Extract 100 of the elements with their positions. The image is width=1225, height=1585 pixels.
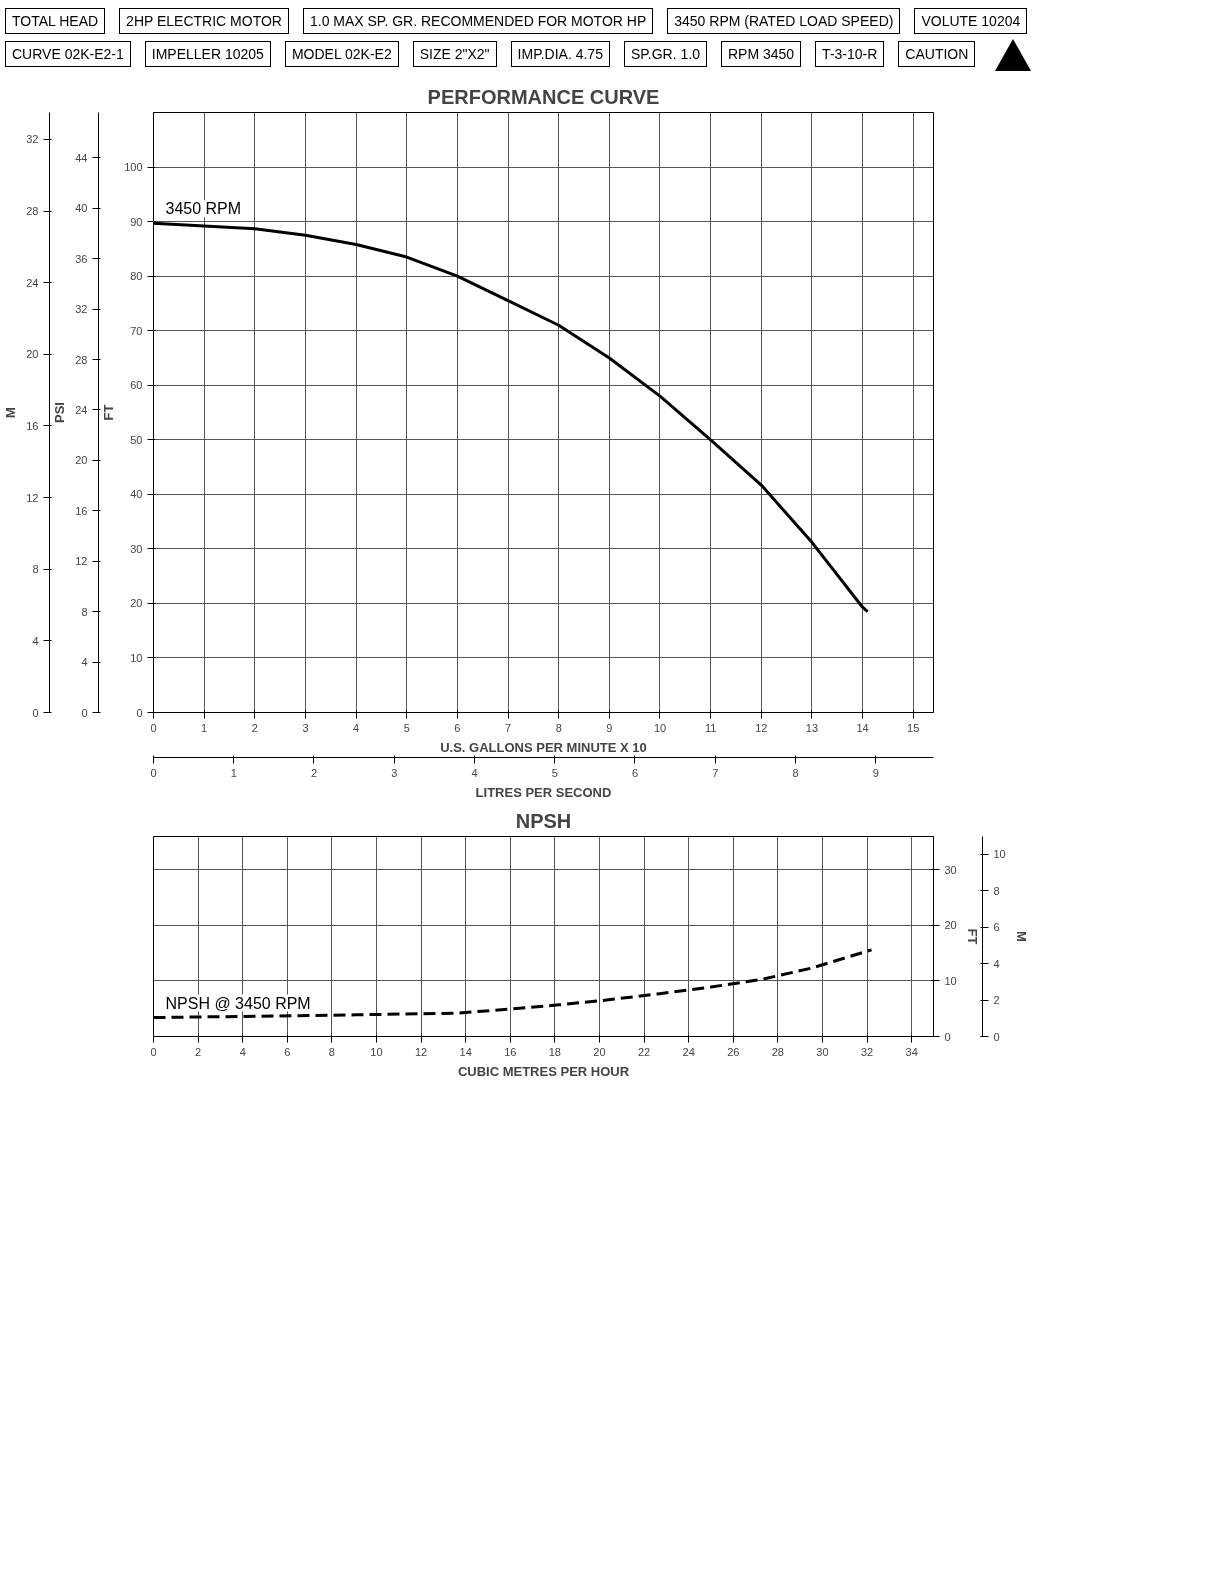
x-tick-label: 26 [727,1045,740,1058]
y2-axis-title: M [3,407,19,418]
y-tick-label: 80 [130,270,143,283]
y-axis-title: FT [101,404,117,421]
text: MODEL 02K-E2 [284,40,399,67]
series-label: NPSH @ 3450 RPM [165,994,311,1012]
y2-tick-label: 32 [26,133,39,146]
series-label: 3450 RPM [165,200,242,218]
x-tick-label: 8 [328,1045,335,1058]
y-tick-label: 0 [944,1030,951,1043]
y-tick-label: 90 [130,215,143,228]
x-tick-label: 14 [459,1045,472,1058]
x2-tick-label: 5 [551,766,558,779]
y2-tick-label: 12 [26,491,39,504]
text: IMP.DIA. 4.75 [510,40,610,67]
x-tick-label: 24 [682,1045,695,1058]
x-tick-label: 15 [907,721,920,734]
y3-tick-label: 24 [75,403,88,416]
y-tick-label: 50 [130,433,143,446]
x-tick-label: 22 [637,1045,651,1058]
y-tick-label: 20 [130,597,143,610]
x2-tick-label: 9 [872,766,879,779]
x-tick-label: 14 [856,721,869,734]
x-tick-label: 28 [771,1045,784,1058]
y2-axis-title: M [1013,931,1029,942]
x-tick-label: 4 [239,1045,246,1058]
y-tick-label: 30 [130,542,143,555]
text: 3450 RPM (RATED LOAD SPEED) [667,8,901,34]
y3-axis-title: PSI [52,402,68,423]
x-tick-label: 6 [284,1045,291,1058]
y-tick-label: 60 [130,379,143,392]
x-tick-label: 0 [150,721,157,734]
y3-tick-label: 4 [81,656,88,669]
text: CURVE 02K-E2-1 [5,40,131,67]
y2-tick-label: 8 [32,563,39,576]
y-axis-title: FT [964,928,980,945]
y3-tick-label: 8 [81,605,88,618]
y2-tick-label: 0 [32,706,39,719]
x-tick-label: 12 [755,721,768,734]
text: T-3-10-R [815,40,885,67]
y2-tick-label: 16 [26,419,39,432]
x-tick-label: 4 [353,721,360,734]
x-tick-label: 10 [653,721,667,734]
y2-tick-label: 28 [26,205,39,218]
x-tick-label: 0 [150,1045,157,1058]
y3-tick-label: 20 [75,454,88,467]
x-axis-title: CUBIC METRES PER HOUR [457,1063,630,1079]
text: 1.0 MAX SP. GR. RECOMMENDED FOR MOTOR HP [302,8,654,34]
x-tick-label: 30 [816,1045,829,1058]
x-tick-label: 5 [403,721,410,734]
x-tick-label: 10 [370,1045,383,1058]
y2-tick-label: 6 [993,921,1000,934]
y2-tick-label: 10 [993,848,1006,861]
y2-tick-label: 20 [26,348,39,361]
y2-tick-label: 8 [993,884,1000,897]
x-tick-label: 6 [454,721,461,734]
x2-tick-label: 7 [712,766,719,779]
text: VOLUTE 10204 [914,8,1028,34]
text: RPM 3450 [720,40,802,67]
y-tick-label: 40 [130,488,143,501]
x-tick-label: 2 [251,721,258,734]
chart-title: PERFORMANCE CURVE [427,85,660,108]
x2-axis-title: LITRES PER SECOND [475,784,612,800]
x-tick-label: 11 [704,721,717,734]
x2-tick-label: 1 [230,766,237,779]
x-tick-label: 16 [504,1045,517,1058]
x-axis-title: U.S. GALLONS PER MINUTE X 10 [440,739,647,755]
y-tick-label: 100 [124,161,143,174]
y3-tick-label: 28 [75,353,88,366]
y3-tick-label: 44 [75,151,88,164]
x2-tick-label: 8 [792,766,799,779]
text: CAUTION [898,40,976,67]
y3-tick-label: 40 [75,202,88,215]
x-tick-label: 20 [593,1045,606,1058]
x-tick-label: 18 [548,1045,561,1058]
y-tick-label: 30 [944,863,957,876]
text: SP.GR. 1.0 [623,40,707,67]
x-tick-label: 3 [302,721,309,734]
text: IMPELLER 10205 [144,40,271,67]
x-tick-label: 32 [860,1045,874,1058]
x-tick-label: 2 [195,1045,202,1058]
y2-tick-label: 4 [993,957,1000,970]
y-tick-label: 10 [944,974,957,987]
text: SIZE 2"X2" [412,40,497,67]
y-tick-label: 20 [944,919,957,932]
x-tick-label: 7 [504,721,512,734]
x-tick-label: 12 [414,1045,428,1058]
x-tick-label: 1 [201,721,208,734]
y2-tick-label: 24 [26,276,39,289]
y-tick-label: 0 [136,706,143,719]
x2-tick-label: 0 [150,766,157,779]
y2-tick-label: 2 [993,994,1000,1007]
y-tick-label: 10 [130,651,143,664]
x2-tick-label: 4 [471,766,478,779]
text: TOTAL HEAD [5,8,106,34]
x-tick-label: 8 [555,721,562,734]
y2-tick-label: 4 [32,634,39,647]
chart-title: NPSH [515,809,572,832]
y3-tick-label: 36 [75,252,88,265]
y2-tick-label: 0 [993,1030,1000,1043]
